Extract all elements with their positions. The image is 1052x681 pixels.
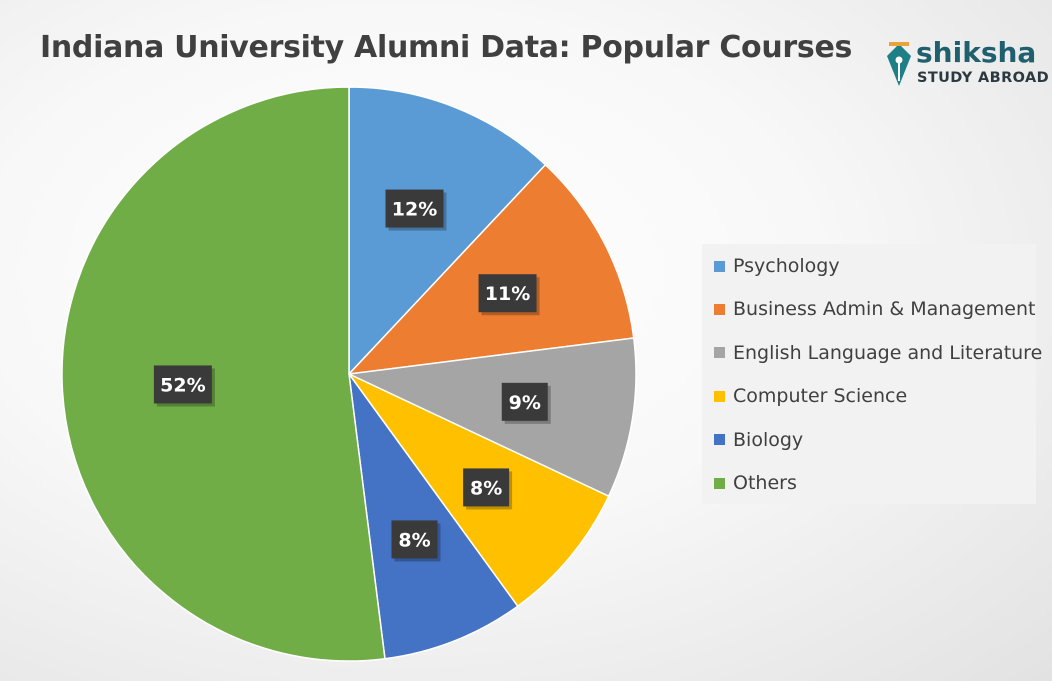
pen-nib-icon bbox=[887, 42, 911, 86]
legend-swatch bbox=[714, 347, 725, 359]
data-label-english-language-and-literature: 9% bbox=[501, 382, 551, 424]
data-label-text: 12% bbox=[392, 199, 437, 221]
data-label-computer-science: 8% bbox=[463, 468, 513, 510]
pie-slice-english-language-and-literature bbox=[346, 337, 637, 498]
legend-item-english-language-and-literature: English Language and Literature bbox=[714, 341, 1042, 365]
legend-swatch bbox=[714, 390, 725, 402]
legend-label: Biology bbox=[733, 428, 804, 451]
legend-item-biology: Biology bbox=[714, 428, 803, 452]
data-label-business-admin-and-management: 11% bbox=[478, 274, 540, 316]
legend-label: Computer Science bbox=[733, 385, 908, 408]
legend-swatch bbox=[714, 434, 725, 446]
legend-label: Others bbox=[733, 472, 797, 494]
chart-title: Indiana University Alumni Data: Popular … bbox=[40, 30, 853, 65]
logo-tagline: STUDY ABROAD bbox=[917, 70, 1050, 86]
data-label-text: 8% bbox=[470, 477, 502, 499]
data-label-text: 52% bbox=[160, 374, 205, 396]
data-label-others: 52% bbox=[153, 365, 215, 407]
legend-label: Psychology bbox=[733, 255, 840, 277]
chart-legend: Psychology Business Admin & Management Eng… bbox=[702, 244, 1042, 504]
legend-swatch bbox=[714, 303, 725, 315]
legend-label: English Language and Literature bbox=[733, 341, 1043, 364]
legend-item-business-admin-and-management: Business Admin & Management bbox=[714, 297, 1035, 321]
pie-slice-business-admin-and-management bbox=[347, 163, 635, 376]
pie-slice-others bbox=[61, 86, 386, 662]
shiksha-logo: shiksha STUDY ABROAD bbox=[884, 36, 1049, 92]
data-label-text: 8% bbox=[398, 529, 430, 551]
legend-swatch bbox=[714, 260, 725, 272]
data-label-psychology: 12% bbox=[385, 189, 447, 231]
pie-slice-biology bbox=[348, 373, 519, 660]
legend-swatch bbox=[714, 477, 725, 489]
pie-slice-psychology bbox=[348, 86, 547, 376]
legend-item-others: Others bbox=[714, 471, 797, 495]
data-label-biology: 8% bbox=[391, 520, 441, 562]
data-label-text: 11% bbox=[485, 283, 530, 305]
legend-label: Business Admin & Management bbox=[733, 298, 1036, 321]
logo-brand: shiksha bbox=[916, 36, 1037, 69]
data-label-text: 9% bbox=[509, 392, 541, 414]
legend-item-psychology: Psychology bbox=[714, 254, 840, 278]
legend-item-computer-science: Computer Science bbox=[714, 384, 907, 408]
